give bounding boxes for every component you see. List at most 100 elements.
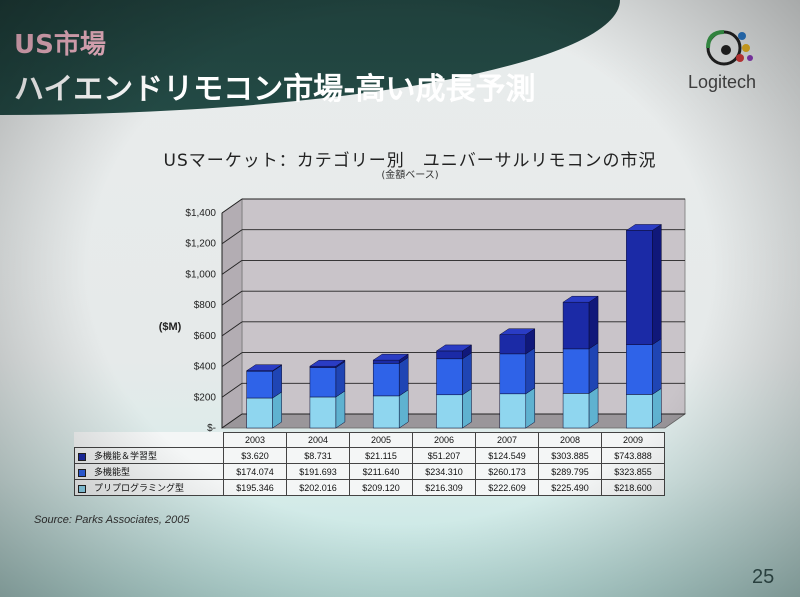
table-row-header: プリプログラミング型 <box>74 479 224 496</box>
y-tick-label: $800 <box>194 300 217 311</box>
bar-top <box>245 364 283 371</box>
page-number: 25 <box>752 566 775 588</box>
bar-segment <box>436 394 463 429</box>
bar-segment <box>499 393 527 429</box>
table-cell: $209.120 <box>349 479 413 496</box>
bar-segment-side <box>398 356 409 397</box>
bar-top <box>309 359 346 367</box>
bar-segment <box>436 350 463 360</box>
bar-top <box>372 353 410 361</box>
table-year-header: 2005 <box>349 432 413 448</box>
legend-swatch-multi <box>78 468 86 477</box>
gridline-side <box>221 382 243 398</box>
y-tick-label: $600 <box>194 331 217 342</box>
bar-segment <box>626 344 653 395</box>
bar-segment <box>499 353 527 395</box>
gridline-side <box>221 321 243 337</box>
gridline-side <box>221 229 243 245</box>
table-cell: $216.309 <box>412 479 476 496</box>
gridline-side <box>221 290 243 306</box>
table-row: 多機能型 $174.074 $191.693 $211.640 $234.310… <box>74 463 665 480</box>
gridline-side <box>221 260 243 275</box>
bar-segment <box>372 359 400 364</box>
logitech-logo-icon <box>706 30 753 66</box>
table-cell: $202.016 <box>286 479 350 496</box>
slide-subtitle: ハイエンドリモコン市場-高い成長予測 <box>14 72 536 107</box>
bar-top <box>562 295 599 303</box>
table-cell: $234.310 <box>412 463 476 480</box>
gridline-side <box>221 413 243 429</box>
bar-segment-side <box>462 388 472 429</box>
table-header-row: 2003 2004 2005 2006 2007 2008 2009 <box>75 432 665 448</box>
table-cell: $21.115 <box>349 447 413 464</box>
gridline-side <box>221 352 243 367</box>
table-year-header: 2008 <box>538 432 602 448</box>
table-year-header: 2004 <box>286 432 350 448</box>
bar-segment-side <box>588 295 599 350</box>
y-axis-label: ($M) <box>159 321 182 333</box>
table-cell: $222.609 <box>475 479 539 496</box>
series-name: 多機能型 <box>94 467 131 477</box>
bar-segment <box>499 334 527 355</box>
bar-segment-side <box>588 342 599 394</box>
y-tick-label: $1,000 <box>185 269 216 280</box>
gridline-side <box>221 198 243 214</box>
table-cell: $218.600 <box>601 479 665 496</box>
chart-title: USマーケット：カテゴリー別 ユニバーサルリモコンの市況 <box>163 151 657 171</box>
series-name: プリプログラミング型 <box>94 483 185 493</box>
slide-title: US市場 <box>14 30 106 60</box>
table-cell: $124.549 <box>475 447 539 464</box>
table-cell: $211.640 <box>349 463 413 480</box>
bar-segment <box>246 397 273 429</box>
table-cell: $260.173 <box>475 463 539 480</box>
bar-segment <box>562 301 590 350</box>
table-year-header: 2003 <box>223 432 287 448</box>
data-table: 2003 2004 2005 2006 2007 2008 2009 多機能＆学… <box>74 432 665 496</box>
bar-segment-side <box>652 223 662 346</box>
bar-segment-side <box>652 387 662 429</box>
table-cell: $8.731 <box>286 447 350 464</box>
y-tick-label: $- <box>207 423 216 434</box>
table-cell: $51.207 <box>412 447 476 464</box>
y-tick-label: $400 <box>194 362 217 373</box>
table-year-header: 2007 <box>475 432 539 448</box>
bar-segment <box>626 230 653 345</box>
source-note: Source: Parks Associates, 2005 <box>34 514 190 526</box>
bar-segment-side <box>335 390 346 429</box>
table-cell: $225.490 <box>538 479 602 496</box>
bar-segment <box>372 363 400 397</box>
bar-segment-side <box>525 387 536 429</box>
bar-segment-side <box>462 352 472 396</box>
legend-swatch-preprogrammed <box>78 484 86 493</box>
logo-text: Logitech <box>688 72 757 92</box>
bar-segment <box>309 396 337 429</box>
bar-segment <box>562 393 590 429</box>
chart-subtitle: (金額ベース) <box>381 170 439 181</box>
bar-segment-side <box>398 389 409 429</box>
table-cell: $743.888 <box>601 447 665 464</box>
bar-top <box>435 344 473 352</box>
table-year-header: 2009 <box>601 432 665 448</box>
bar-segment-side <box>588 386 599 429</box>
table-row: 多機能＆学習型 $3.620 $8.731 $21.115 $51.207 $1… <box>74 447 665 464</box>
table-cell: $323.855 <box>601 463 665 480</box>
table-cell: $191.693 <box>286 463 350 480</box>
bar-segment-side <box>652 338 662 395</box>
table-year-header: 2006 <box>412 432 476 448</box>
table-row: プリプログラミング型 $195.346 $202.016 $209.120 $2… <box>74 479 665 496</box>
table-row-header: 多機能＆学習型 <box>74 447 224 464</box>
legend-swatch-learning <box>78 452 86 461</box>
table-cell: $289.795 <box>538 463 602 480</box>
bar-top <box>498 328 536 335</box>
bar-segment <box>372 395 400 429</box>
bar-segment <box>562 348 590 394</box>
y-tick-label: $1,400 <box>185 208 216 219</box>
y-tick-label: $200 <box>194 392 217 403</box>
series-name: 多機能＆学習型 <box>94 451 158 461</box>
table-row-header: 多機能型 <box>74 463 224 480</box>
table-corner-cell <box>75 433 224 448</box>
bar-segment <box>309 367 337 398</box>
plot-side-wall <box>221 198 243 429</box>
